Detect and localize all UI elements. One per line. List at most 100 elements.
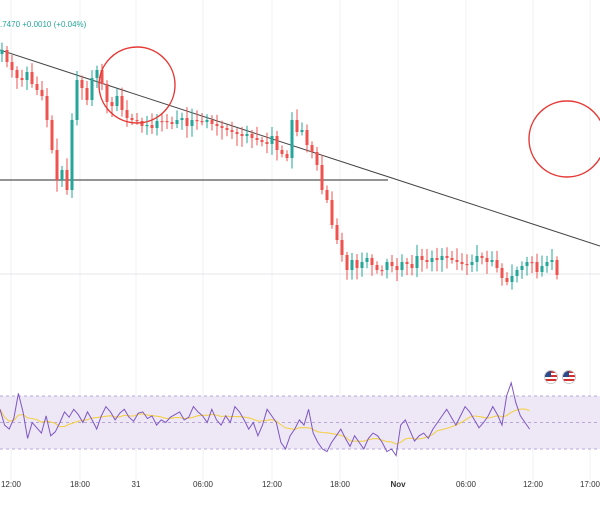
candle-body <box>395 266 399 270</box>
downtrend-line <box>0 49 600 247</box>
annotations <box>98 46 600 178</box>
candle <box>425 249 429 269</box>
candle <box>555 256 559 280</box>
candle-body <box>290 120 294 158</box>
candle-body <box>535 262 539 272</box>
candle <box>140 117 144 133</box>
candle <box>355 253 359 280</box>
candle-body <box>345 255 349 270</box>
candle <box>225 124 229 137</box>
candle-body <box>15 70 19 78</box>
candle-body <box>20 78 24 80</box>
candle-body <box>235 132 239 134</box>
candle <box>30 63 34 88</box>
candle-body <box>210 120 214 124</box>
candle <box>500 263 504 286</box>
candle <box>145 115 149 135</box>
candle-body <box>260 140 264 142</box>
candle-body <box>125 110 129 118</box>
candle-body <box>525 262 529 266</box>
candle <box>220 120 224 140</box>
candle-body <box>245 134 249 136</box>
candle-body <box>480 256 484 258</box>
highlight-circle <box>98 46 176 124</box>
candle-body <box>90 78 94 100</box>
highlight-circle <box>528 100 600 178</box>
candle <box>75 70 79 126</box>
candle <box>545 255 549 273</box>
candle <box>165 113 169 129</box>
candle-body <box>330 200 334 225</box>
candle-body <box>335 225 339 240</box>
candle-body <box>80 80 84 88</box>
us-flag-icon[interactable] <box>544 370 558 384</box>
candle <box>390 255 394 273</box>
candle <box>5 45 9 68</box>
candle <box>85 80 89 106</box>
candle-body <box>280 150 284 154</box>
candle-body <box>110 102 114 106</box>
us-flag-icon[interactable] <box>562 370 576 384</box>
candle-body <box>415 256 419 268</box>
candle <box>115 88 119 112</box>
candle <box>525 256 529 276</box>
candle <box>365 252 369 269</box>
x-tick-label: 18:00 <box>330 480 351 489</box>
candle <box>15 66 19 89</box>
candle-body <box>435 258 439 260</box>
price-candles <box>0 42 559 290</box>
candle-body <box>425 260 429 262</box>
candle-body <box>385 262 389 270</box>
candle <box>70 113 74 198</box>
candle-body <box>555 260 559 275</box>
candle <box>305 124 309 153</box>
candle-body <box>295 120 299 132</box>
candle-body <box>400 262 404 270</box>
candle <box>320 154 324 195</box>
candle <box>0 42 4 63</box>
candle-body <box>190 120 194 126</box>
candle <box>10 55 14 78</box>
candle <box>245 125 249 144</box>
candle <box>265 132 269 154</box>
candle <box>55 138 59 192</box>
price-overlays <box>0 49 600 247</box>
candle-body <box>465 264 469 266</box>
candle <box>360 252 364 277</box>
candle-body <box>230 130 234 132</box>
candle <box>475 245 479 272</box>
candle <box>170 116 174 130</box>
candle <box>240 126 244 147</box>
candle-body <box>45 96 49 120</box>
candle <box>485 250 489 274</box>
candle-body <box>100 70 104 84</box>
candle <box>515 266 519 283</box>
candle <box>310 141 314 159</box>
candle <box>330 191 334 229</box>
candle-body <box>305 130 309 145</box>
candle <box>255 126 259 146</box>
candle-body <box>450 258 454 260</box>
candle <box>345 251 349 280</box>
candle-body <box>530 262 534 264</box>
candle <box>50 115 54 154</box>
candle-body <box>380 270 384 272</box>
candle-body <box>10 62 14 70</box>
candle-body <box>445 256 449 258</box>
candle <box>405 257 409 276</box>
rsi-panel <box>0 381 600 457</box>
candle-body <box>390 262 394 266</box>
candle-body <box>405 262 409 264</box>
candle-body <box>510 276 514 282</box>
candle-body <box>275 136 279 150</box>
candle <box>205 114 209 129</box>
candle <box>460 253 464 271</box>
candle <box>40 80 44 101</box>
x-tick-label: 12:00 <box>262 480 283 489</box>
candle <box>300 122 304 136</box>
candle-body <box>440 256 444 260</box>
candle-body <box>115 96 119 106</box>
candle-body <box>55 150 59 180</box>
candle <box>210 115 214 131</box>
